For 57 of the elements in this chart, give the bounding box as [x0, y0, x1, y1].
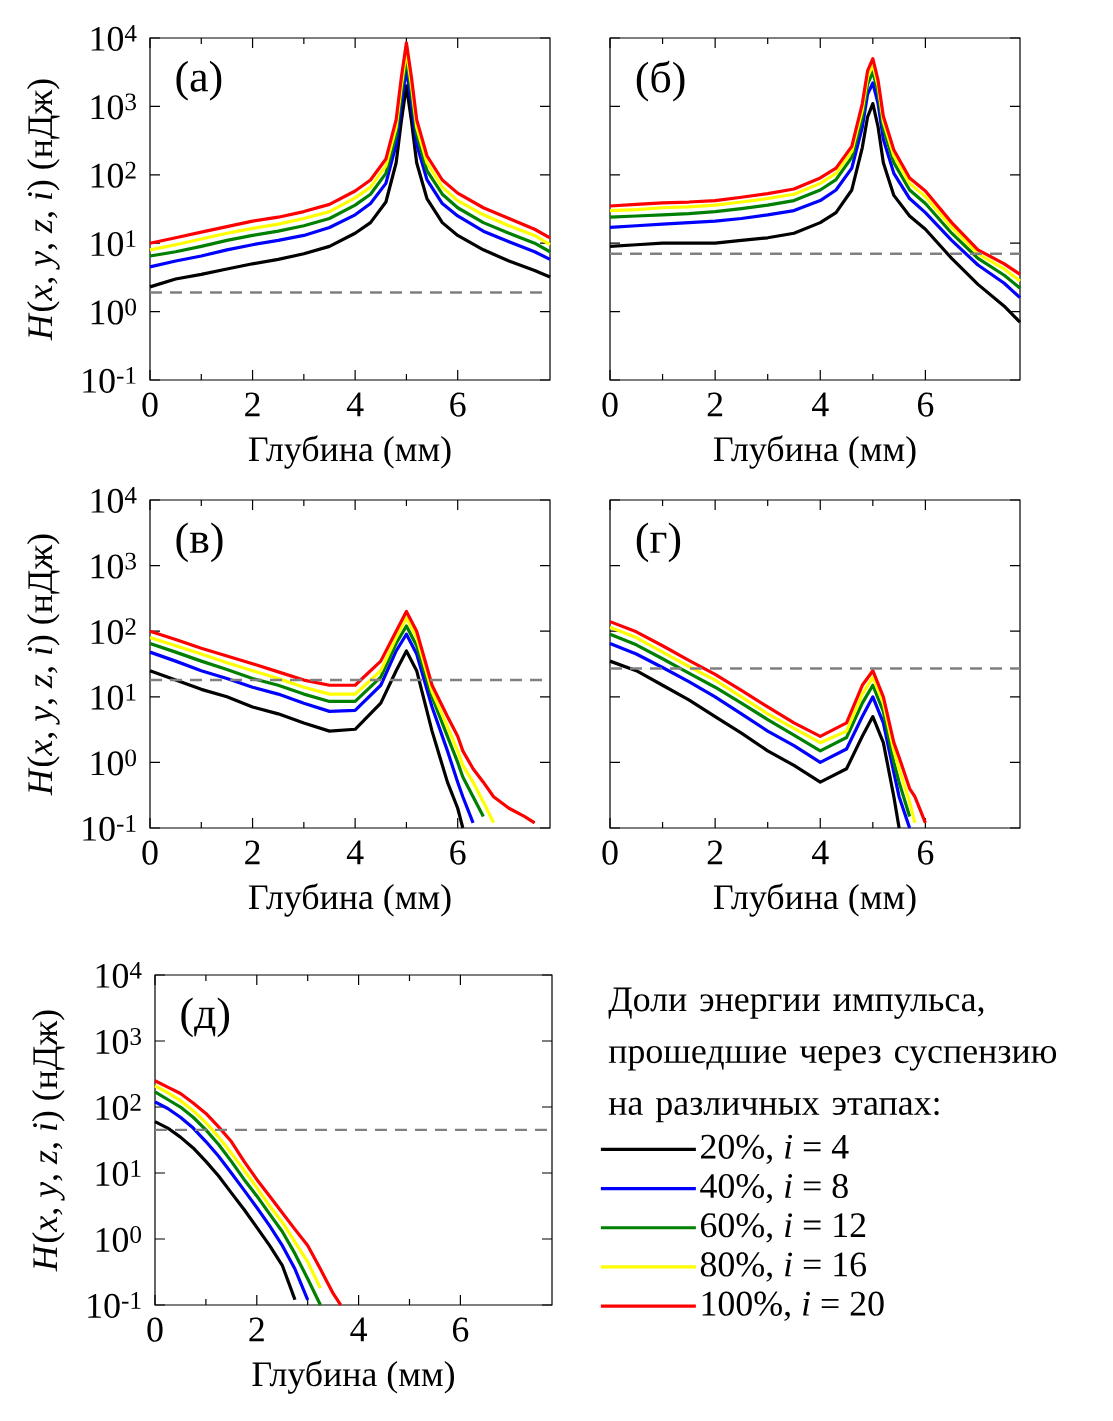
annotation: (д)	[181, 997, 230, 1038]
legend-label: 40%, i = 8	[700, 1173, 848, 1204]
x-tick-label: 2	[245, 840, 260, 865]
x-tick-label: 4	[812, 392, 829, 417]
y-tick-label: 10$^{3}$	[91, 552, 136, 579]
x-tick-label: 0	[602, 840, 618, 865]
annotation: (в)	[176, 522, 223, 563]
y-tick-label: 10$^{1}$	[96, 1160, 141, 1186]
y-tick-label: 10$^{1}$	[91, 230, 136, 257]
text: H(x, y, z, i) (нДж)	[27, 79, 60, 341]
y-tick-label: 10$^{2}$	[91, 618, 136, 645]
x-axis-title: Глубина (мм)	[248, 435, 451, 469]
x-tick-label: 4	[812, 840, 829, 865]
x-tick-label: 2	[707, 392, 723, 417]
x-tick-label: 4	[350, 1317, 367, 1342]
y-tick-label: 10$^{-1}$	[83, 815, 136, 841]
x-tick-label: 6	[450, 840, 466, 865]
x-axis-title: Глубина (мм)	[248, 883, 451, 917]
y-tick-label: 10$^{3}$	[96, 1028, 141, 1054]
x-tick-label: 4	[346, 392, 364, 417]
y-tick-label: 10$^{2}$	[91, 161, 136, 188]
x-axis-title: Глубина (мм)	[713, 435, 916, 469]
legend-label: 20%, i = 4	[701, 1134, 849, 1165]
x-tick-label: 0	[602, 392, 618, 417]
legend-label: 100%, i = 20	[702, 1291, 884, 1321]
text: H(x, y, z, i) (нДж)	[32, 1010, 65, 1272]
y-tick-label: 10$^{-1}$	[83, 367, 136, 393]
x-tick-label: 6	[917, 840, 934, 865]
y-tick-label: 10$^{4}$	[96, 962, 142, 988]
annotation: (а)	[176, 60, 222, 101]
x-tick-label: 2	[707, 840, 723, 865]
x-tick-label: 0	[142, 392, 158, 417]
text: H(x, y, z, i) (нДж)	[27, 534, 60, 796]
x-tick-label: 0	[142, 840, 158, 865]
y-tick-label: 10$^{2}$	[96, 1094, 141, 1120]
x-tick-label: 6	[452, 1317, 469, 1342]
y-tick-label: 10$^{-1}$	[88, 1292, 141, 1318]
x-axis-title: Глубина (мм)	[713, 883, 916, 917]
x-axis-title: Глубина (мм)	[252, 1360, 454, 1394]
annotation: (г)	[636, 522, 681, 563]
y-tick-label: 10$^{4}$	[91, 25, 137, 51]
x-tick-label: 6	[917, 392, 934, 417]
legend-title: Доли энергии импульса, прошедшие через суспензию на различных этапах:	[608, 987, 1057, 1123]
x-tick-label: 0	[147, 1317, 163, 1342]
y-tick-label: 10$^{0}$	[91, 749, 136, 776]
legend-label: 80%, i = 16	[700, 1252, 867, 1282]
legend-label: 60%, i = 12	[701, 1213, 866, 1243]
y-tick-label: 10$^{4}$	[91, 487, 137, 513]
y-tick-label: 10$^{0}$	[96, 1225, 141, 1253]
y-tick-label: 10$^{1}$	[91, 683, 136, 710]
x-tick-label: 4	[346, 840, 364, 865]
y-tick-label: 10$^{3}$	[91, 93, 136, 120]
y-tick-label: 10$^{0}$	[91, 298, 136, 325]
x-tick-label: 6	[450, 392, 466, 417]
x-tick-label: 2	[249, 1317, 264, 1342]
annotation: (б)	[636, 60, 685, 102]
x-tick-label: 2	[245, 392, 260, 417]
